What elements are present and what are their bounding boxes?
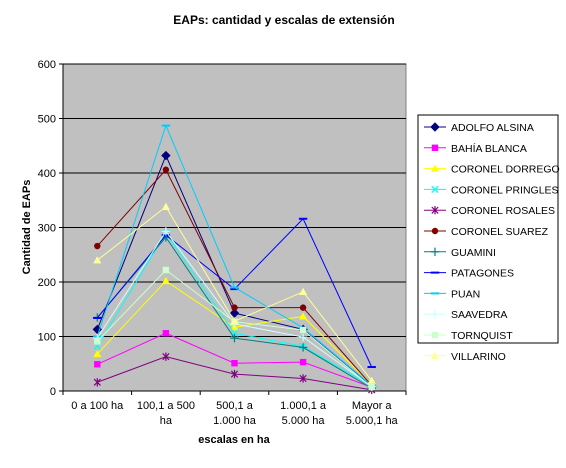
- data-point: [431, 206, 439, 215]
- data-point: [94, 242, 101, 250]
- data-point: [94, 338, 101, 345]
- data-point: [230, 369, 239, 379]
- legend-entry: CORONEL PRINGLES: [424, 184, 559, 196]
- x-tick-label: 1.000 ha: [213, 415, 257, 427]
- data-point: [230, 317, 239, 325]
- y-tick-label: 100: [38, 332, 56, 344]
- legend-label: TORNQUIST: [451, 330, 513, 342]
- chart-title: EAPs: cantidad y escalas de extensión: [173, 13, 394, 27]
- legend-entry: GUAMINI: [424, 247, 496, 259]
- y-axis-ticks: 0 100 200 300 400 500 600: [38, 59, 64, 398]
- data-point: [299, 287, 308, 296]
- data-point: [431, 144, 439, 151]
- data-point: [368, 383, 375, 391]
- data-point: [161, 227, 171, 236]
- y-tick-label: 200: [38, 277, 56, 289]
- data-point: [299, 374, 307, 383]
- y-tick-label: 400: [38, 168, 56, 180]
- legend-label: PUAN: [451, 288, 480, 300]
- x-tick-label: 5.000 ha: [282, 415, 326, 427]
- data-point: [430, 247, 440, 256]
- data-point: [162, 266, 170, 274]
- legend-entry: BAHÍA BLANCA: [424, 142, 527, 155]
- legend-label: ADOLFO ALSINA: [451, 122, 534, 134]
- legend: ADOLFO ALSINA BAHÍA BLANCA CORONEL DORREGO…: [417, 114, 560, 363]
- data-point: [229, 308, 240, 318]
- data-point: [93, 378, 101, 387]
- data-point: [299, 358, 307, 366]
- data-point: [431, 164, 439, 172]
- legend-entry: SAAVEDRA: [424, 309, 507, 321]
- x-tick-label: 500,1 a: [216, 400, 254, 412]
- data-point: [299, 304, 307, 311]
- data-point: [94, 361, 101, 368]
- data-point: [162, 330, 170, 337]
- legend-label: BAHÍA BLANCA: [451, 142, 527, 155]
- data-point: [162, 352, 170, 361]
- data-point: [298, 343, 308, 352]
- data-point: [367, 376, 376, 384]
- data-point: [431, 227, 439, 235]
- x-axis-ticks: 0 a 100 ha 100,1 a 500 ha 500,1 a 1.000 ha 1.…: [62, 390, 407, 427]
- series-lines: [92, 124, 377, 395]
- x-tick-label: 100,1 a 500: [137, 400, 195, 412]
- data-point: [161, 276, 170, 285]
- legend-entry: CORONEL SUAREZ: [424, 226, 549, 238]
- y-tick-label: 300: [38, 223, 56, 235]
- legend-label: CORONEL SUAREZ: [451, 226, 549, 238]
- data-point: [430, 310, 440, 319]
- y-tick-label: 600: [38, 59, 56, 71]
- x-axis-title: escalas en ha: [198, 434, 270, 446]
- data-point: [431, 185, 439, 194]
- data-point: [230, 333, 239, 343]
- data-point: [299, 312, 308, 320]
- legend-label: CORONEL ROSALES: [451, 205, 555, 217]
- legend-label: CORONEL DORREGO: [451, 164, 560, 176]
- data-point: [231, 304, 238, 311]
- legend-entry: VILLARINO: [424, 351, 506, 363]
- legend-label: SAAVEDRA: [451, 309, 507, 321]
- data-point: [430, 122, 440, 132]
- data-point: [431, 351, 439, 359]
- legend-label: CORONEL PRINGLES: [451, 184, 559, 196]
- data-point: [162, 166, 170, 173]
- data-point: [231, 360, 238, 367]
- legend-entry: CORONEL DORREGO: [424, 164, 560, 176]
- x-tick-label: 1.000,1 a: [280, 400, 327, 412]
- series-villarino: [93, 202, 376, 384]
- legend-label: GUAMINI: [451, 247, 496, 259]
- data-point: [161, 150, 171, 161]
- legend-entry: PUAN: [424, 288, 480, 300]
- legend-entry: ADOLFO ALSINA: [424, 122, 534, 134]
- legend-label: PATAGONES: [451, 268, 514, 280]
- data-point: [299, 326, 307, 334]
- legend-box: [417, 114, 559, 344]
- y-tick-label: 500: [38, 114, 56, 126]
- data-point: [298, 332, 308, 342]
- x-tick-label: Mayor a: [352, 400, 393, 412]
- gridlines: [63, 63, 406, 337]
- legend-entry: TORNQUIST: [424, 330, 513, 342]
- data-point: [161, 202, 170, 210]
- y-axis-title: Cantidad de EAPs: [21, 180, 33, 275]
- x-tick-label: 0 a 100 ha: [71, 400, 124, 412]
- legend-label: VILLARINO: [451, 351, 506, 363]
- data-point: [93, 349, 102, 358]
- data-point: [93, 256, 102, 264]
- y-tick-label: 0: [50, 386, 56, 398]
- x-tick-label: 5.000,1 ha: [346, 415, 399, 427]
- legend-entry: CORONEL ROSALES: [424, 205, 555, 217]
- data-point: [431, 331, 439, 339]
- x-tick-label: ha: [160, 415, 173, 427]
- legend-entry: PATAGONES: [424, 268, 514, 280]
